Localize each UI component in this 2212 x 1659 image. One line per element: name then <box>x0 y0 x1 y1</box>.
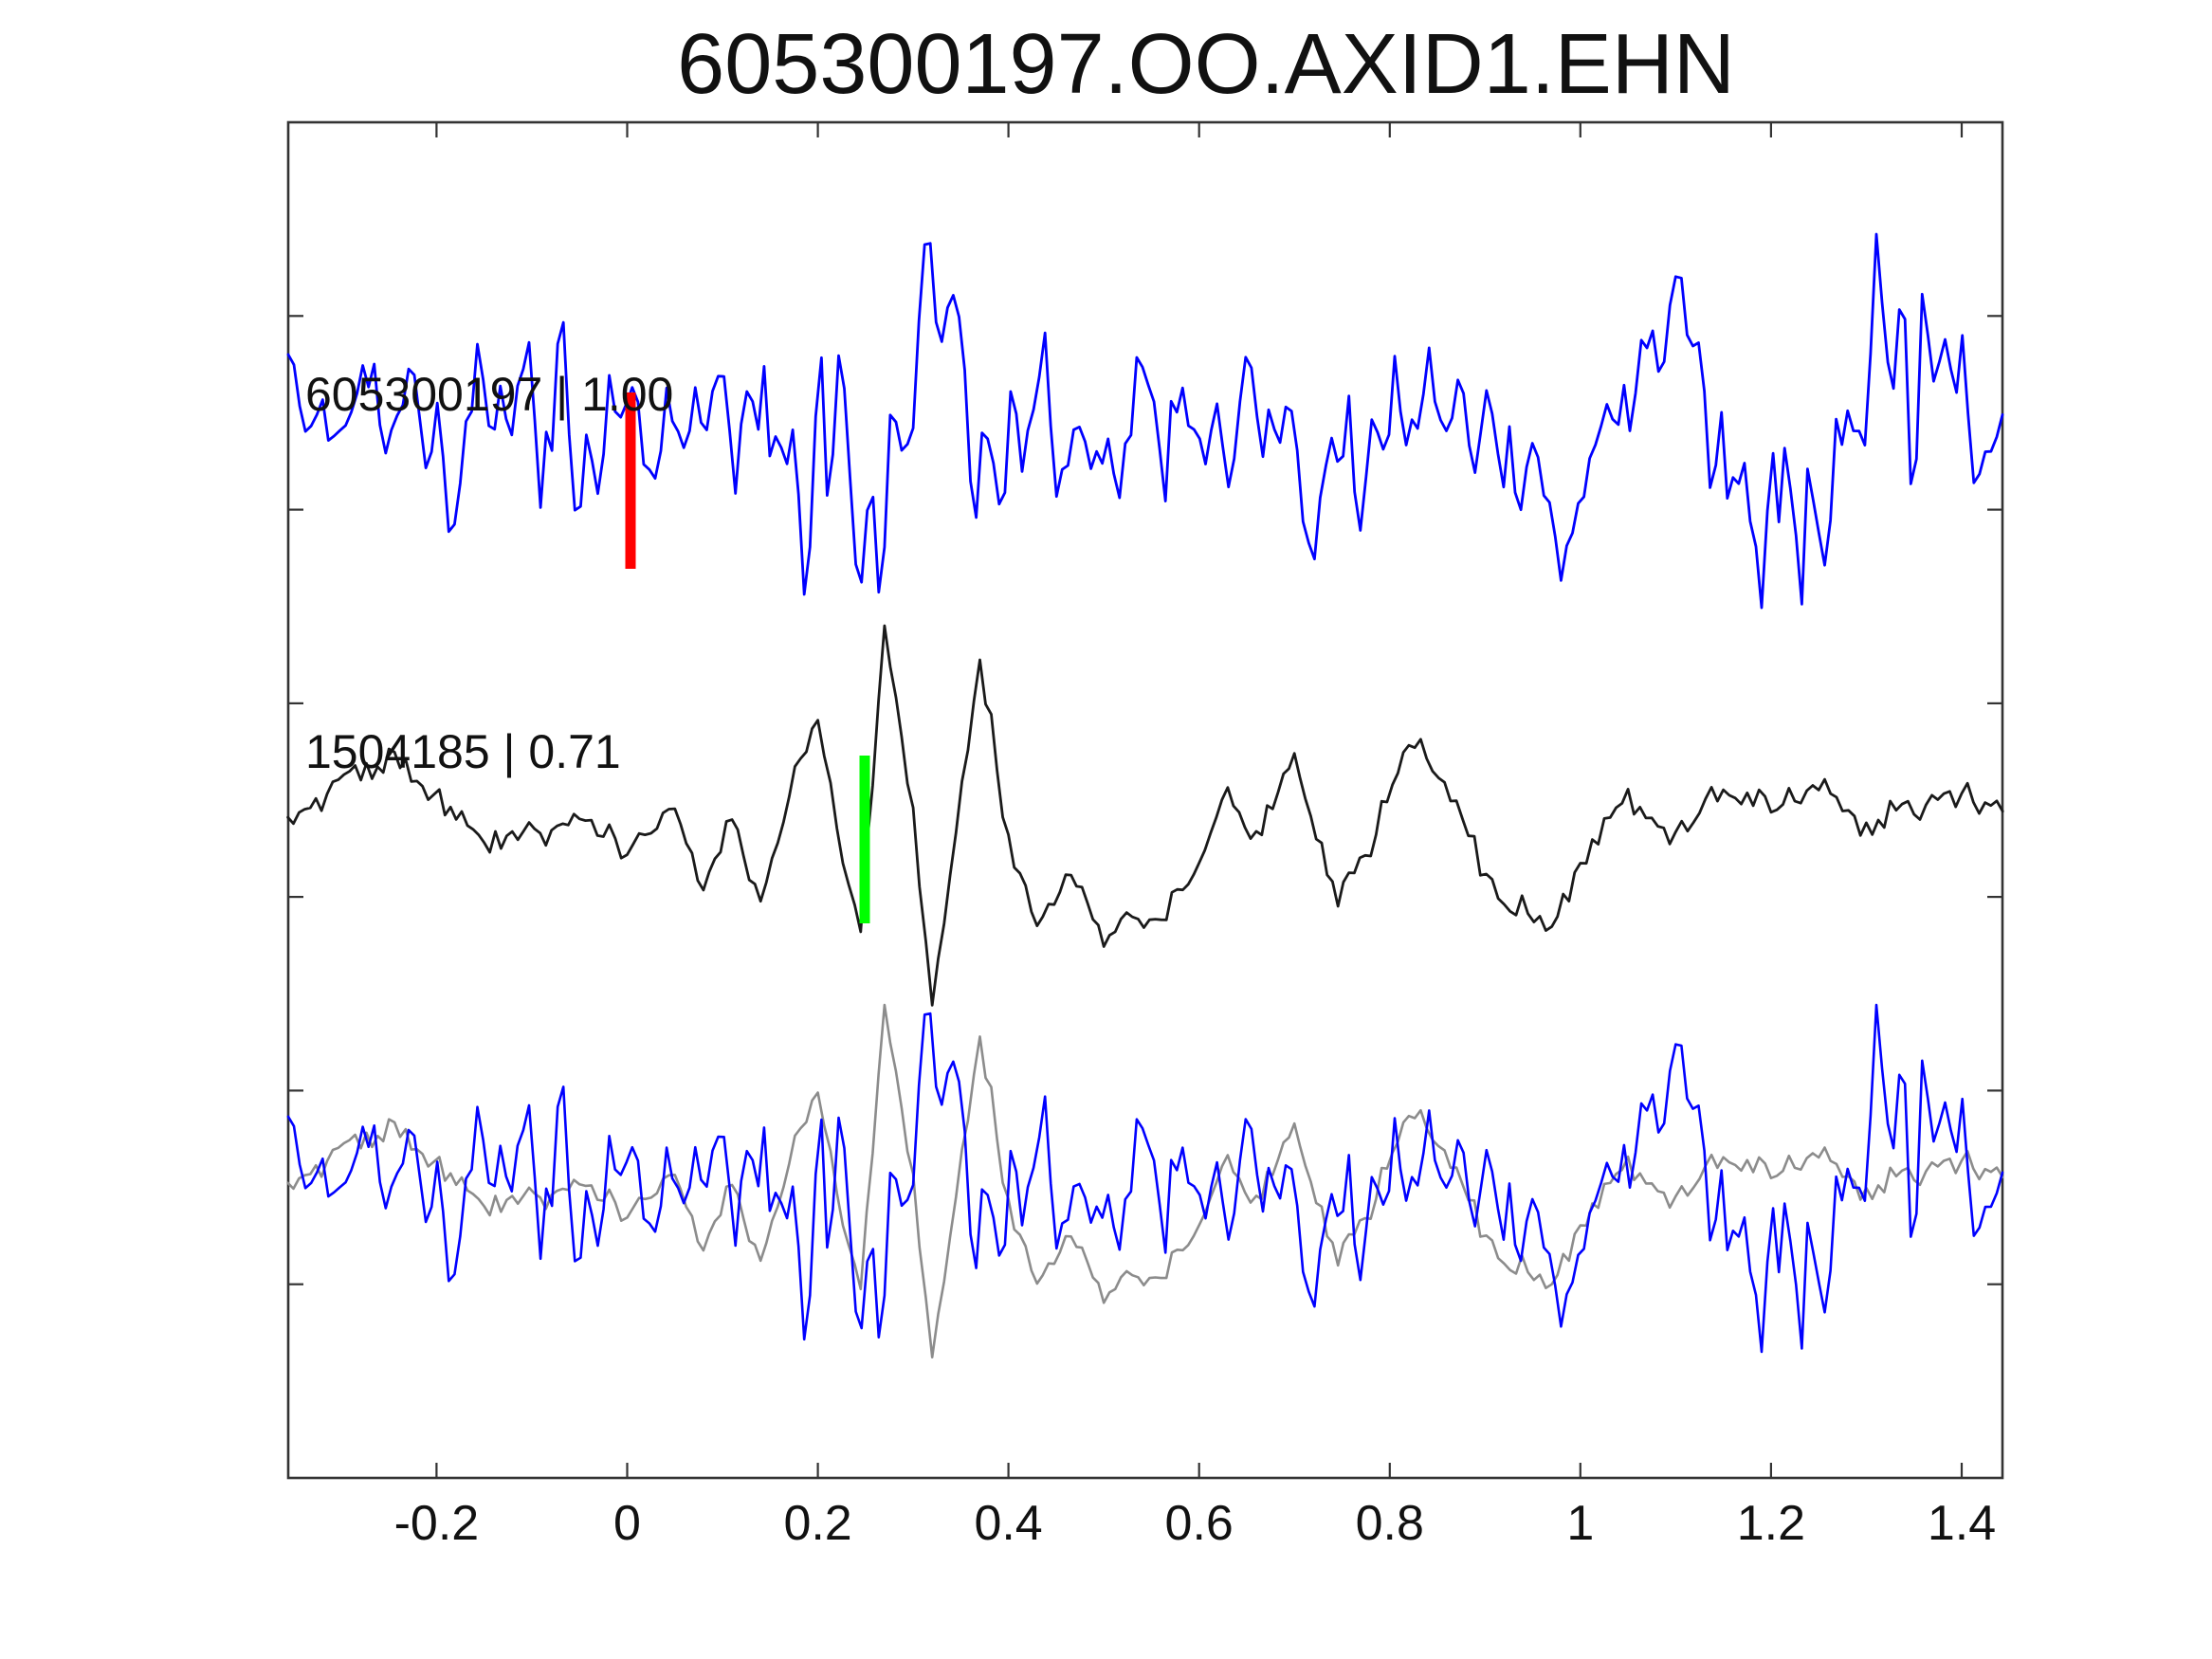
svg-text:1: 1 <box>1566 1496 1594 1551</box>
svg-text:0.6: 0.6 <box>1165 1496 1234 1551</box>
svg-text:605300197.OO.AXID1.EHN: 605300197.OO.AXID1.EHN <box>677 17 1735 112</box>
svg-text:-0.2: -0.2 <box>394 1496 480 1551</box>
svg-text:0.8: 0.8 <box>1356 1496 1424 1551</box>
svg-text:0: 0 <box>613 1496 641 1551</box>
svg-text:1504185 | 0.71: 1504185 | 0.71 <box>305 725 621 778</box>
svg-text:1.2: 1.2 <box>1737 1496 1805 1551</box>
svg-text:0.2: 0.2 <box>783 1496 851 1551</box>
svg-text:0.4: 0.4 <box>974 1496 1042 1551</box>
svg-text:1.4: 1.4 <box>1928 1496 1996 1551</box>
svg-text:605300197 | 1.00: 605300197 | 1.00 <box>305 368 673 421</box>
